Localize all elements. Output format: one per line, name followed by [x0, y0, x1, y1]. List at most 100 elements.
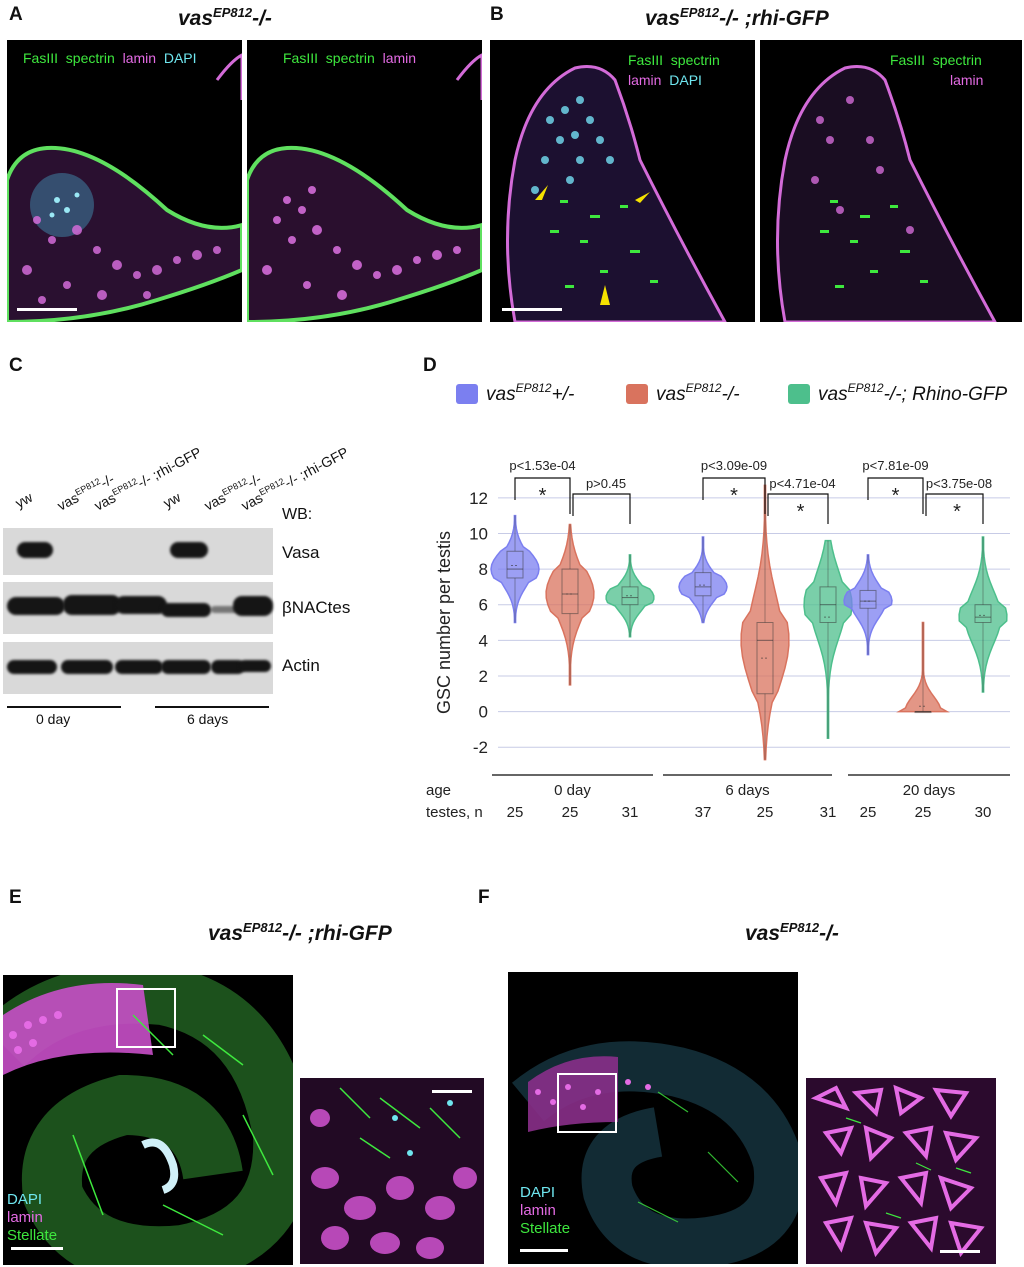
testis-f-zoom-image	[806, 1078, 996, 1264]
testis-a-image	[247, 53, 482, 322]
micrograph-a-merge: FasIII spectrin lamin DAPI	[7, 40, 242, 322]
micrograph-a-no-dapi: FasIII spectrin lamin	[247, 40, 482, 322]
legend-swatch	[788, 384, 810, 404]
testes-count: 31	[622, 804, 639, 821]
age-group-label: 20 days	[903, 782, 956, 799]
scale-bar	[520, 1249, 568, 1252]
legend-label: vasEP812-/-; Rhino-GFP	[818, 381, 1007, 405]
significance-star: *	[539, 485, 547, 507]
panel-b-right-labels: FasIII spectrin lamin	[890, 52, 984, 88]
scale-bar	[940, 1250, 980, 1253]
band	[7, 660, 57, 674]
band	[115, 596, 167, 614]
significance-bracket	[767, 493, 829, 524]
p-value-label: p<4.71e-04	[769, 476, 835, 491]
row-label-testes: testes, n	[426, 804, 483, 821]
panel-letter-a: A	[9, 4, 23, 25]
y-tick-label: 2	[479, 667, 488, 686]
testes-count: 25	[757, 804, 774, 821]
panel-letter-f: F	[478, 887, 490, 908]
box-iqr	[859, 589, 877, 609]
y-tick-label: 12	[469, 489, 488, 508]
significance-bracket	[867, 477, 924, 514]
panel-f-labels: DAPI lamin Stellate	[520, 1184, 571, 1237]
testes-count: 31	[820, 804, 837, 821]
testis-e-zoom-image	[300, 1078, 484, 1264]
p-value-label: p>0.45	[586, 476, 626, 491]
testes-count: 30	[975, 804, 992, 821]
band	[170, 542, 208, 558]
blot-label-vasa: Vasa	[282, 543, 320, 562]
legend-swatch	[456, 384, 478, 404]
band	[63, 595, 121, 615]
significance-bracket	[572, 493, 631, 524]
significance-bracket	[514, 477, 571, 514]
panel-a-title: vasEP812-/-	[178, 5, 272, 30]
band	[161, 603, 211, 617]
testis-f-image	[512, 1041, 798, 1264]
violin-body	[896, 621, 950, 713]
band	[233, 596, 273, 616]
box-iqr	[694, 572, 712, 597]
violin-body	[843, 554, 893, 656]
p-value-label: p<3.09e-09	[701, 458, 767, 473]
panel-letter-e: E	[9, 887, 22, 908]
panel-f-title: vasEP812-/-	[745, 920, 839, 945]
y-tick-label: -2	[473, 738, 488, 757]
group-label: 0 day	[36, 711, 71, 727]
panel-letter-b: B	[490, 4, 504, 25]
violin-body	[545, 523, 595, 686]
band	[211, 660, 245, 674]
panel-letter-d: D	[423, 355, 437, 376]
violin-body	[803, 539, 853, 740]
p-value-label: p<3.75e-08	[926, 476, 992, 491]
p-value-label: p<1.53e-04	[509, 458, 575, 473]
micrograph-b-merge: FasIII spectrin lamin DAPI	[490, 40, 755, 322]
scale-bar	[17, 308, 77, 311]
testis-b-merge-image	[506, 65, 727, 322]
box-iqr	[561, 568, 579, 615]
panel-a-right-labels: FasIII spectrin lamin	[283, 50, 417, 66]
y-tick-label: 10	[469, 524, 488, 543]
scale-bar	[432, 1090, 472, 1093]
blot-vasa	[3, 528, 273, 575]
band	[17, 542, 53, 558]
testis-b-image	[776, 65, 997, 322]
testes-count: 25	[562, 804, 579, 821]
testes-count: 25	[507, 804, 524, 821]
box-iqr	[621, 586, 639, 606]
y-tick-label: 0	[479, 703, 488, 722]
p-value-label: p<7.81e-09	[862, 458, 928, 473]
band	[239, 660, 271, 672]
legend-swatch	[626, 384, 648, 404]
box-iqr	[974, 604, 992, 623]
legend-label: vasEP812+/-	[486, 381, 574, 405]
y-axis-label: GSC number per testis	[434, 531, 454, 714]
blot-bnactes	[3, 582, 273, 634]
row-label-age: age	[426, 782, 451, 799]
band	[161, 660, 211, 674]
y-tick-label: 8	[479, 560, 488, 579]
significance-bracket	[702, 477, 766, 514]
panel-e-labels: DAPI lamin Stellate	[7, 1191, 58, 1244]
testis-e-image	[3, 975, 293, 1265]
testes-count: 25	[915, 804, 932, 821]
box-iqr	[506, 550, 524, 579]
blot-actin	[3, 642, 273, 694]
violin-body	[958, 536, 1008, 693]
testis-a-merge-image	[7, 53, 242, 322]
panel-e-title: vasEP812-/- ;rhi-GFP	[208, 920, 392, 945]
testes-count: 25	[860, 804, 877, 821]
scale-bar	[11, 1247, 63, 1250]
panel-letter-c: C	[9, 355, 23, 376]
band	[115, 660, 163, 674]
blot-label-bnactes: βNACtes	[282, 598, 351, 617]
violin-body	[678, 536, 728, 624]
testes-count: 37	[695, 804, 712, 821]
group-label: 6 days	[187, 711, 229, 727]
micrograph-f-zoom	[806, 1078, 996, 1264]
micrograph-e-overview: DAPI lamin Stellate	[3, 975, 293, 1265]
significance-star: *	[797, 501, 805, 523]
micrograph-b-no-dapi: FasIII spectrin lamin	[760, 40, 1022, 322]
micrograph-f-overview: DAPI lamin Stellate	[508, 972, 798, 1264]
